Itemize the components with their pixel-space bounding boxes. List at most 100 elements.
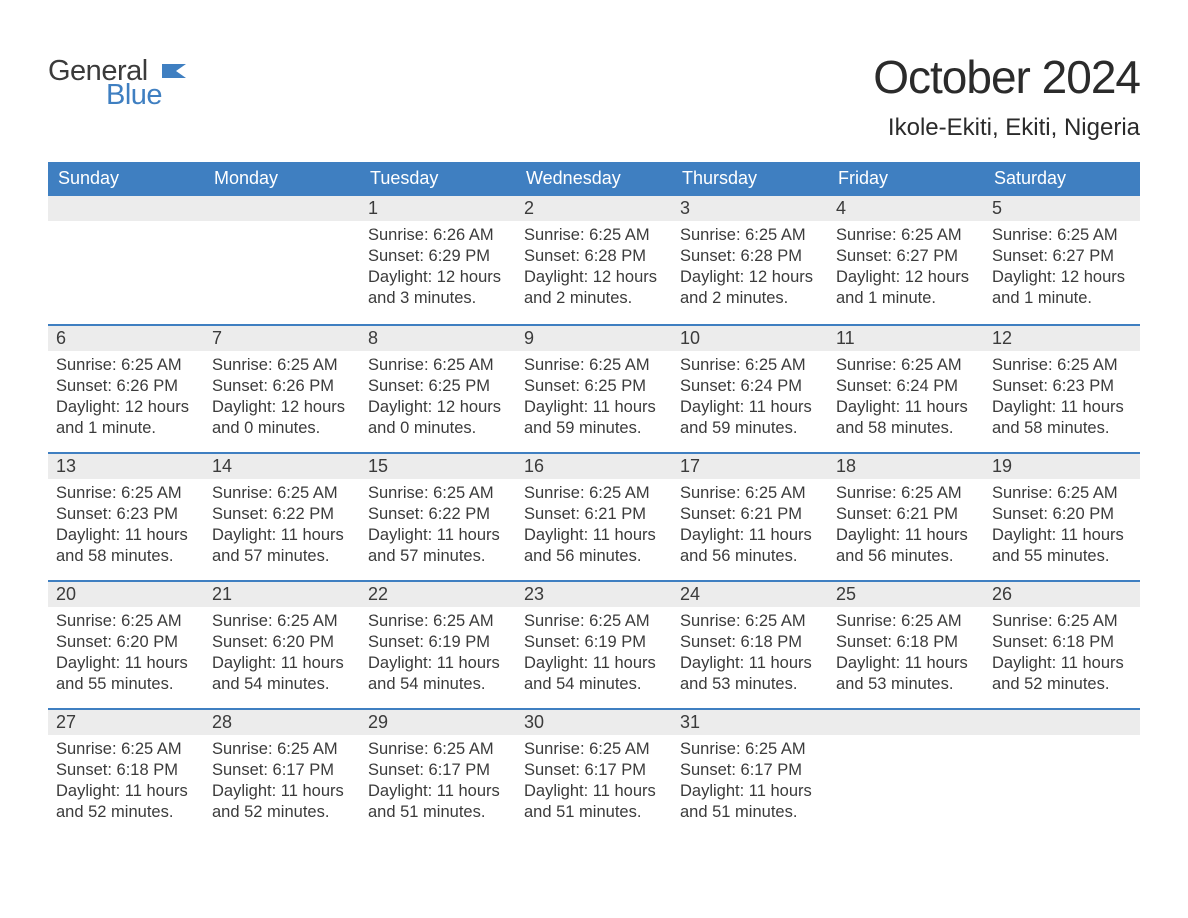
- day-number: 21: [204, 580, 360, 607]
- day-number: [828, 708, 984, 735]
- calendar-cell: 22Sunrise: 6:25 AMSunset: 6:19 PMDayligh…: [360, 580, 516, 708]
- day-content: Sunrise: 6:25 AMSunset: 6:28 PMDaylight:…: [516, 221, 672, 319]
- location: Ikole-Ekiti, Ekiti, Nigeria: [873, 114, 1140, 142]
- calendar-cell: 10Sunrise: 6:25 AMSunset: 6:24 PMDayligh…: [672, 324, 828, 452]
- calendar-cell: 18Sunrise: 6:25 AMSunset: 6:21 PMDayligh…: [828, 452, 984, 580]
- day-content: Sunrise: 6:25 AMSunset: 6:17 PMDaylight:…: [672, 735, 828, 833]
- day-number: 30: [516, 708, 672, 735]
- sunset-line: Sunset: 6:17 PM: [680, 760, 820, 781]
- sunset-line: Sunset: 6:17 PM: [368, 760, 508, 781]
- daylight-line: Daylight: 11 hours and 52 minutes.: [992, 653, 1132, 695]
- sunset-line: Sunset: 6:28 PM: [524, 246, 664, 267]
- calendar-cell: 20Sunrise: 6:25 AMSunset: 6:20 PMDayligh…: [48, 580, 204, 708]
- sunrise-line: Sunrise: 6:25 AM: [212, 355, 352, 376]
- day-number: [48, 196, 204, 221]
- calendar-cell: 28Sunrise: 6:25 AMSunset: 6:17 PMDayligh…: [204, 708, 360, 836]
- daylight-line: Daylight: 11 hours and 59 minutes.: [524, 397, 664, 439]
- calendar-cell: 12Sunrise: 6:25 AMSunset: 6:23 PMDayligh…: [984, 324, 1140, 452]
- sunset-line: Sunset: 6:24 PM: [836, 376, 976, 397]
- day-number: 4: [828, 196, 984, 221]
- sunset-line: Sunset: 6:24 PM: [680, 376, 820, 397]
- sunset-line: Sunset: 6:29 PM: [368, 246, 508, 267]
- calendar-cell: [48, 196, 204, 324]
- day-content: [204, 221, 360, 235]
- sunrise-line: Sunrise: 6:25 AM: [992, 355, 1132, 376]
- day-content: Sunrise: 6:25 AMSunset: 6:18 PMDaylight:…: [984, 607, 1140, 705]
- day-number: 22: [360, 580, 516, 607]
- day-content: Sunrise: 6:25 AMSunset: 6:20 PMDaylight:…: [48, 607, 204, 705]
- brand-logo-text: General Blue: [48, 58, 162, 109]
- calendar-cell: 27Sunrise: 6:25 AMSunset: 6:18 PMDayligh…: [48, 708, 204, 836]
- sunrise-line: Sunrise: 6:25 AM: [56, 355, 196, 376]
- sunset-line: Sunset: 6:18 PM: [56, 760, 196, 781]
- sunset-line: Sunset: 6:23 PM: [992, 376, 1132, 397]
- day-number: 8: [360, 324, 516, 351]
- sunset-line: Sunset: 6:28 PM: [680, 246, 820, 267]
- daylight-line: Daylight: 11 hours and 51 minutes.: [368, 781, 508, 823]
- dow-header: Friday: [828, 162, 984, 196]
- calendar-cell: 17Sunrise: 6:25 AMSunset: 6:21 PMDayligh…: [672, 452, 828, 580]
- daylight-line: Daylight: 12 hours and 0 minutes.: [368, 397, 508, 439]
- dow-header: Wednesday: [516, 162, 672, 196]
- day-content: Sunrise: 6:25 AMSunset: 6:19 PMDaylight:…: [360, 607, 516, 705]
- daylight-line: Daylight: 11 hours and 57 minutes.: [212, 525, 352, 567]
- day-content: Sunrise: 6:25 AMSunset: 6:25 PMDaylight:…: [360, 351, 516, 449]
- day-content: Sunrise: 6:25 AMSunset: 6:23 PMDaylight:…: [48, 479, 204, 577]
- day-number: 24: [672, 580, 828, 607]
- daylight-line: Daylight: 11 hours and 58 minutes.: [836, 397, 976, 439]
- day-content: Sunrise: 6:25 AMSunset: 6:21 PMDaylight:…: [828, 479, 984, 577]
- daylight-line: Daylight: 11 hours and 55 minutes.: [56, 653, 196, 695]
- day-number: 6: [48, 324, 204, 351]
- daylight-line: Daylight: 11 hours and 56 minutes.: [524, 525, 664, 567]
- sunset-line: Sunset: 6:20 PM: [992, 504, 1132, 525]
- calendar-cell: 14Sunrise: 6:25 AMSunset: 6:22 PMDayligh…: [204, 452, 360, 580]
- calendar-cell: 1Sunrise: 6:26 AMSunset: 6:29 PMDaylight…: [360, 196, 516, 324]
- day-number: 18: [828, 452, 984, 479]
- daylight-line: Daylight: 12 hours and 0 minutes.: [212, 397, 352, 439]
- day-content: Sunrise: 6:25 AMSunset: 6:24 PMDaylight:…: [672, 351, 828, 449]
- sunrise-line: Sunrise: 6:25 AM: [56, 611, 196, 632]
- sunset-line: Sunset: 6:19 PM: [524, 632, 664, 653]
- daylight-line: Daylight: 11 hours and 51 minutes.: [524, 781, 664, 823]
- dow-header: Sunday: [48, 162, 204, 196]
- day-content: Sunrise: 6:25 AMSunset: 6:17 PMDaylight:…: [360, 735, 516, 833]
- sunset-line: Sunset: 6:17 PM: [212, 760, 352, 781]
- sunrise-line: Sunrise: 6:26 AM: [368, 225, 508, 246]
- calendar-cell: 25Sunrise: 6:25 AMSunset: 6:18 PMDayligh…: [828, 580, 984, 708]
- sunrise-line: Sunrise: 6:25 AM: [680, 483, 820, 504]
- day-content: Sunrise: 6:25 AMSunset: 6:21 PMDaylight:…: [672, 479, 828, 577]
- daylight-line: Daylight: 11 hours and 54 minutes.: [212, 653, 352, 695]
- sunset-line: Sunset: 6:23 PM: [56, 504, 196, 525]
- sunset-line: Sunset: 6:21 PM: [680, 504, 820, 525]
- day-number: 11: [828, 324, 984, 351]
- day-content: Sunrise: 6:25 AMSunset: 6:20 PMDaylight:…: [984, 479, 1140, 577]
- daylight-line: Daylight: 11 hours and 59 minutes.: [680, 397, 820, 439]
- sunrise-line: Sunrise: 6:25 AM: [368, 483, 508, 504]
- calendar-cell: [984, 708, 1140, 836]
- day-content: Sunrise: 6:25 AMSunset: 6:28 PMDaylight:…: [672, 221, 828, 319]
- calendar-cell: 8Sunrise: 6:25 AMSunset: 6:25 PMDaylight…: [360, 324, 516, 452]
- sunrise-line: Sunrise: 6:25 AM: [212, 739, 352, 760]
- daylight-line: Daylight: 11 hours and 53 minutes.: [680, 653, 820, 695]
- calendar-grid: SundayMondayTuesdayWednesdayThursdayFrid…: [48, 162, 1140, 836]
- sunrise-line: Sunrise: 6:25 AM: [992, 225, 1132, 246]
- day-content: Sunrise: 6:25 AMSunset: 6:24 PMDaylight:…: [828, 351, 984, 449]
- sunset-line: Sunset: 6:25 PM: [524, 376, 664, 397]
- day-number: 26: [984, 580, 1140, 607]
- dow-header: Saturday: [984, 162, 1140, 196]
- sunrise-line: Sunrise: 6:25 AM: [368, 739, 508, 760]
- day-content: Sunrise: 6:25 AMSunset: 6:25 PMDaylight:…: [516, 351, 672, 449]
- dow-header: Thursday: [672, 162, 828, 196]
- calendar-cell: 5Sunrise: 6:25 AMSunset: 6:27 PMDaylight…: [984, 196, 1140, 324]
- calendar-cell: 26Sunrise: 6:25 AMSunset: 6:18 PMDayligh…: [984, 580, 1140, 708]
- day-number: 14: [204, 452, 360, 479]
- daylight-line: Daylight: 11 hours and 52 minutes.: [56, 781, 196, 823]
- daylight-line: Daylight: 11 hours and 58 minutes.: [992, 397, 1132, 439]
- day-content: Sunrise: 6:25 AMSunset: 6:22 PMDaylight:…: [204, 479, 360, 577]
- sunrise-line: Sunrise: 6:25 AM: [680, 225, 820, 246]
- sunset-line: Sunset: 6:18 PM: [992, 632, 1132, 653]
- sunset-line: Sunset: 6:22 PM: [368, 504, 508, 525]
- sunset-line: Sunset: 6:21 PM: [836, 504, 976, 525]
- calendar-cell: 21Sunrise: 6:25 AMSunset: 6:20 PMDayligh…: [204, 580, 360, 708]
- sunset-line: Sunset: 6:27 PM: [836, 246, 976, 267]
